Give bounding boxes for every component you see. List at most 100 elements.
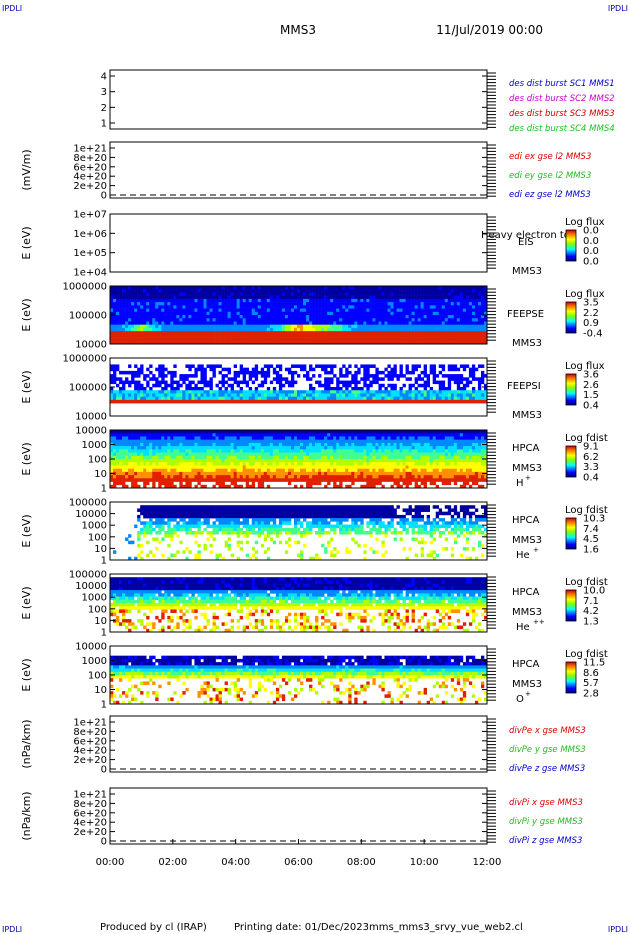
- spectrogram-cell: [300, 390, 304, 394]
- spectrogram-cell: [278, 302, 283, 306]
- spectrogram-cell: [357, 380, 361, 385]
- spectrogram-cell: [438, 399, 443, 404]
- spectrogram-cell: [200, 370, 204, 375]
- spectrogram-cell: [272, 433, 277, 437]
- spectrogram-cell: [122, 393, 126, 397]
- spectrogram-cell: [257, 452, 262, 457]
- spectrogram-cell: [161, 292, 165, 296]
- spectrogram-cell: [300, 468, 304, 473]
- spectrogram-cell: [269, 452, 274, 457]
- spectrogram-cell: [167, 396, 171, 401]
- spectrogram-cell: [354, 380, 358, 385]
- spectrogram-cell: [110, 446, 114, 450]
- spectrogram-cell: [266, 439, 271, 444]
- spectrogram-cell: [260, 298, 265, 303]
- spectrogram-cell: [176, 292, 180, 296]
- spectrogram-cell: [248, 298, 253, 303]
- spectrogram-cell: [110, 286, 114, 290]
- spectrogram-cell: [248, 465, 253, 469]
- spectrogram-cell: [227, 305, 231, 309]
- spectrogram-cell: [149, 327, 153, 332]
- spectrogram-cell: [203, 439, 207, 444]
- spectrogram-cell: [215, 430, 219, 434]
- spectrogram-cell: [296, 374, 301, 378]
- spectrogram-cell: [185, 481, 189, 486]
- spectrogram-cell: [399, 289, 403, 293]
- spectrogram-cell: [303, 390, 307, 394]
- spectrogram-cell: [348, 433, 352, 437]
- spectrogram-cell: [260, 292, 265, 296]
- y-tick-label: 2e+20: [73, 181, 107, 192]
- spectrogram-cell: [327, 364, 331, 368]
- spectrogram-cell: [372, 315, 376, 319]
- spectrogram-cell: [369, 374, 373, 378]
- spectrogram-cell: [318, 380, 322, 385]
- spectrogram-cell: [131, 475, 135, 479]
- spectrogram-cell: [221, 471, 225, 476]
- spectrogram-cell: [327, 430, 331, 434]
- spectrogram-cell: [462, 308, 467, 313]
- spectrogram-cell: [441, 302, 446, 306]
- spectrogram-cell: [188, 465, 192, 469]
- side-annotation: Heavy electron to: [481, 230, 570, 241]
- spectrogram-cell: [215, 324, 219, 329]
- spectrogram-cell: [176, 449, 180, 453]
- spectrogram-cell: [345, 327, 349, 332]
- spectrogram-cell: [453, 367, 458, 372]
- spectrogram-cell: [342, 292, 346, 296]
- spectrogram-cell: [137, 433, 141, 437]
- spectrogram-cell: [158, 390, 162, 394]
- spectrogram-cell: [224, 387, 228, 391]
- spectrogram-cell: [378, 393, 382, 397]
- spectrogram-cell: [245, 481, 250, 486]
- spectrogram-cell: [296, 471, 301, 476]
- spectrogram-cell: [176, 433, 180, 437]
- spectrogram-cell: [161, 315, 165, 319]
- spectrogram-cell: [477, 302, 482, 306]
- spectrogram-cell: [275, 337, 280, 342]
- spectrogram-cell: [384, 334, 388, 338]
- spectrogram-cell: [327, 396, 331, 401]
- spectrogram-cell: [312, 399, 316, 404]
- spectrogram-cell: [459, 321, 464, 325]
- spectrogram-cell: [357, 337, 361, 342]
- spectrogram-cell: [300, 324, 304, 329]
- spectrogram-cell: [269, 439, 274, 444]
- spectrogram-cell: [293, 433, 298, 437]
- spectrogram-cell: [119, 478, 123, 482]
- spectrogram-cell: [453, 334, 458, 338]
- spectrogram-cell: [116, 321, 120, 325]
- spectrogram-cell: [378, 396, 382, 401]
- spectrogram-cell: [369, 311, 373, 316]
- spectrogram-cell: [266, 387, 271, 391]
- spectrogram-cell: [221, 383, 225, 388]
- spectrogram-cell: [369, 318, 373, 322]
- spectrogram-cell: [306, 433, 310, 437]
- spectrogram-cell: [215, 364, 219, 368]
- spectrogram-cell: [384, 399, 388, 404]
- spectrogram-cell: [260, 374, 265, 378]
- spectrogram-cell: [116, 298, 120, 303]
- spectrogram-cell: [230, 289, 234, 293]
- spectrogram-cell: [230, 436, 234, 440]
- spectrogram-cell: [176, 324, 180, 329]
- spectrogram-cell: [438, 315, 443, 319]
- spectrogram-cell: [173, 475, 177, 479]
- spectrogram-cell: [218, 393, 222, 397]
- spectrogram-cell: [287, 390, 292, 394]
- spectrogram-cell: [128, 430, 132, 434]
- spectrogram-cell: [327, 321, 331, 325]
- spectrogram-cell: [194, 455, 198, 460]
- spectrogram-cell: [318, 481, 322, 486]
- spectrogram-cell: [441, 295, 446, 300]
- spectrogram-cell: [182, 442, 186, 447]
- spectrogram-cell: [254, 311, 259, 316]
- spectrogram-cell: [363, 468, 367, 473]
- spectrogram-cell: [236, 286, 240, 290]
- spectrogram-cell: [345, 370, 349, 375]
- spectrogram-cell: [131, 446, 135, 450]
- spectrogram-cell: [315, 337, 319, 342]
- spectrogram-cell: [315, 318, 319, 322]
- spectrogram-cell: [218, 286, 222, 290]
- spectrogram-cell: [354, 396, 358, 401]
